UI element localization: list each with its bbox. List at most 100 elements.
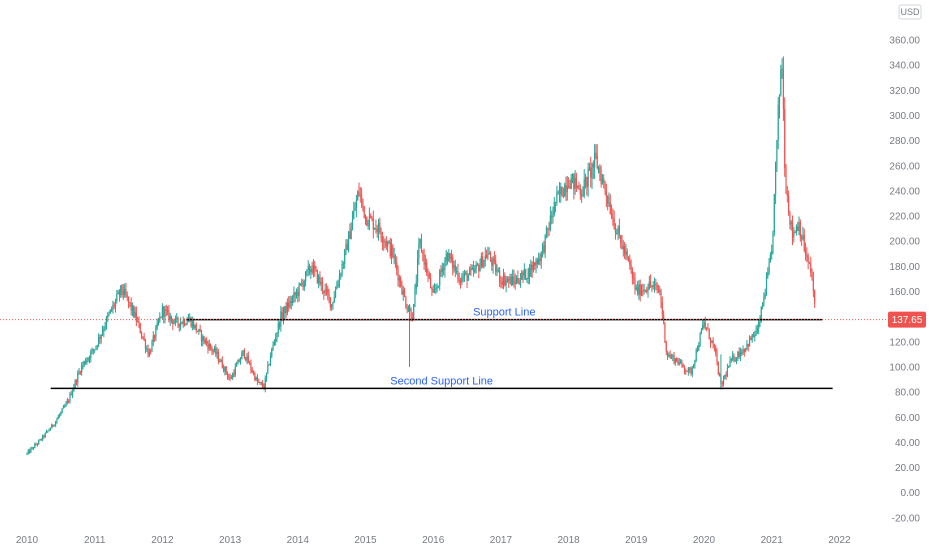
candle-body: [764, 294, 766, 298]
y-tick-label: 40.00: [895, 438, 920, 449]
candle-body: [316, 270, 318, 283]
candle-body: [353, 210, 355, 219]
candle-body: [385, 241, 387, 247]
candle-body: [52, 424, 54, 426]
y-tick-label: 280.00: [889, 136, 920, 147]
candle-body: [379, 222, 381, 232]
candle-body: [547, 228, 549, 230]
candle-body: [221, 359, 223, 368]
candle-body: [785, 168, 787, 194]
candle-body: [238, 360, 240, 362]
candle-body: [761, 304, 764, 307]
candle-body: [347, 231, 350, 251]
candle-body: [729, 359, 731, 367]
candle-body: [182, 319, 184, 324]
candle-body: [370, 215, 372, 218]
candle-body: [258, 381, 260, 383]
candle-body: [209, 343, 212, 348]
candle-body: [564, 184, 566, 197]
candle-body: [384, 241, 386, 243]
candle-body: [146, 348, 148, 350]
candle-body: [433, 289, 436, 293]
candle-body: [139, 323, 141, 334]
candle-body: [359, 194, 361, 196]
candle-body: [722, 378, 725, 384]
candle-body: [419, 239, 421, 244]
candle-body: [583, 179, 585, 196]
candle-body: [239, 359, 242, 362]
candle-body: [444, 260, 446, 270]
candle-body: [435, 288, 437, 290]
candle-body: [614, 228, 617, 233]
candle-body: [109, 309, 111, 314]
candle-body: [194, 324, 196, 329]
candle-body: [198, 329, 200, 332]
support-line-label: Support Line: [473, 307, 535, 319]
candle-body: [147, 348, 149, 356]
candle-body: [211, 347, 213, 351]
candle-body: [111, 309, 113, 311]
candle-body: [590, 167, 592, 178]
candle-body: [345, 243, 347, 251]
candle-body: [638, 284, 640, 295]
candle-body: [558, 191, 561, 195]
candle-body: [246, 355, 248, 361]
candle-body: [250, 363, 252, 370]
candle-body: [388, 241, 390, 243]
candle-body: [207, 343, 209, 349]
candle-body: [672, 355, 674, 357]
candle-body: [467, 275, 469, 281]
candle-body: [328, 294, 330, 298]
candle-body: [457, 270, 459, 281]
candle-body: [148, 351, 150, 356]
support-line-label: Second Support Line: [390, 375, 493, 387]
candle-body: [679, 360, 682, 363]
candle-body: [249, 362, 251, 364]
candle-body: [32, 447, 35, 449]
candle-body: [256, 377, 259, 382]
x-tick-label: 2020: [693, 535, 716, 546]
candle-body: [648, 281, 650, 290]
candle-body: [275, 338, 277, 342]
candle-body: [366, 216, 368, 226]
candle-body: [739, 352, 742, 357]
candle-body: [195, 324, 197, 332]
candle-body: [725, 374, 727, 376]
candle-body: [747, 343, 749, 347]
candle-body: [183, 319, 186, 325]
candle-body: [144, 340, 147, 350]
candle-body: [173, 322, 175, 324]
candle-body: [469, 268, 471, 276]
candle-body: [273, 341, 275, 345]
candle-body: [406, 307, 408, 311]
candle-body: [155, 327, 157, 339]
y-tick-label: 60.00: [895, 413, 920, 424]
candle-body: [340, 274, 342, 276]
candle-body: [746, 343, 748, 349]
candle-body: [597, 167, 600, 169]
candle-body: [717, 362, 719, 375]
candle-body: [538, 258, 540, 265]
currency-badge[interactable]: [898, 4, 922, 20]
candle-body: [471, 267, 473, 270]
candle-body: [750, 338, 752, 341]
candle-body: [95, 346, 97, 350]
candle-body: [241, 353, 243, 360]
candle-body: [418, 243, 420, 258]
candle-body: [496, 271, 498, 273]
candle-body: [222, 367, 225, 372]
candle-body: [808, 261, 811, 264]
y-tick-label: 240.00: [889, 186, 920, 197]
candle-body: [627, 256, 630, 261]
candle-body: [355, 200, 357, 209]
candle-body: [724, 374, 726, 379]
candle-body: [329, 297, 331, 308]
candle-body: [612, 217, 614, 219]
candle-body: [167, 310, 169, 312]
candle-body: [687, 368, 689, 372]
candle-body: [333, 297, 335, 303]
candle-body: [314, 265, 316, 270]
candle-body: [573, 173, 575, 189]
candle-body: [515, 277, 518, 284]
candle-body: [84, 361, 87, 364]
